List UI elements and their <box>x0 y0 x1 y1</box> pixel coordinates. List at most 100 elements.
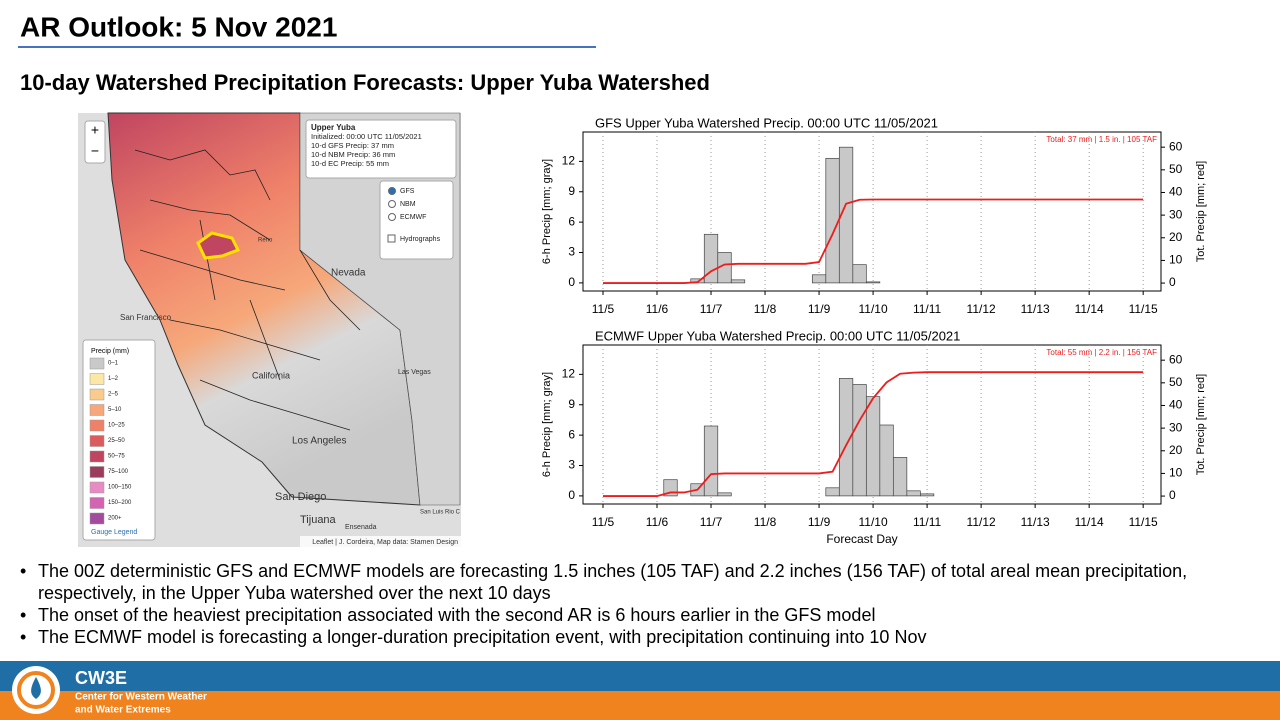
precip-bar <box>892 457 908 497</box>
charts: GFS Upper Yuba Watershed Precip. 00:00 U… <box>541 115 1207 546</box>
model-radio[interactable] <box>388 213 396 221</box>
precip-bar <box>852 264 867 284</box>
y2-tick-label: 30 <box>1169 207 1183 221</box>
precip-bar <box>865 281 881 284</box>
y-tick-label: 12 <box>562 154 576 168</box>
y2-tick-label: 40 <box>1169 398 1183 412</box>
model-label: NBM <box>400 201 416 208</box>
x-tick-label: 11/15 <box>1129 515 1158 529</box>
precip-bar <box>906 490 921 497</box>
legend-swatch <box>89 373 105 385</box>
place-label: California <box>252 370 290 380</box>
legend-title: Precip (mm) <box>91 348 129 355</box>
x-tick-label: 11/15 <box>1129 302 1158 316</box>
precip-bar <box>919 493 935 497</box>
legend-label: 100–150 <box>108 485 132 491</box>
legend-swatch <box>89 419 105 432</box>
bullet: The 00Z deterministic GFS and ECMWF mode… <box>18 560 1268 604</box>
place-label: Tijuana <box>300 514 337 526</box>
legend-swatch <box>89 497 105 509</box>
zoom-control[interactable] <box>84 120 106 164</box>
y-tick-label: 3 <box>568 245 575 259</box>
popup-box <box>305 119 457 179</box>
place-label: San Diego <box>275 491 326 503</box>
org-name-1: Center for Western Weather <box>75 692 207 703</box>
place-label: San Francisco <box>120 313 172 322</box>
y2-tick-label: 20 <box>1169 443 1183 457</box>
footer-band-orange <box>0 691 1280 720</box>
legend-swatch <box>89 435 105 447</box>
logo-drop <box>31 677 41 699</box>
legend-swatch <box>89 466 105 478</box>
model-radio[interactable] <box>388 200 396 208</box>
bullet: The onset of the heaviest precipitation … <box>18 604 1268 626</box>
chart-annotation: Total: 55 mm | 2.2 in. | 156 TAF <box>1046 348 1157 357</box>
popup-line: 10-d NBM Precip: 36 mm <box>311 150 395 159</box>
legend-label: 0–1 <box>108 361 119 367</box>
place-label: Los Angeles <box>292 436 347 447</box>
y-tick-label: 6 <box>568 214 575 228</box>
legend-label: 200+ <box>108 516 122 522</box>
place-label: Reno <box>258 238 273 244</box>
y-tick-label: 9 <box>568 397 575 411</box>
precip-bar <box>852 384 867 497</box>
y2-tick-label: 50 <box>1169 162 1183 176</box>
x-tick-label: 11/10 <box>859 515 888 529</box>
x-tick-label: 11/10 <box>859 302 888 316</box>
precip-bar <box>717 492 732 497</box>
precip-bar <box>825 157 840 284</box>
precip-bar <box>703 425 719 497</box>
logo-text: CW3E <box>75 668 127 688</box>
model-label: ECMWF <box>400 214 426 221</box>
precip-bar <box>879 424 894 497</box>
y-tick-label: 12 <box>562 367 576 381</box>
x-tick-label: 11/9 <box>808 515 831 529</box>
legend-link[interactable]: Gauge Legend <box>91 529 137 536</box>
watershed-boundaries <box>134 149 361 431</box>
precip-bar <box>865 396 881 497</box>
total-precip-line <box>602 198 1144 284</box>
popup-line: Upper Yuba <box>311 123 356 132</box>
x-tick-label: 11/12 <box>967 302 996 316</box>
legend-swatch <box>89 481 105 494</box>
zoom-out[interactable]: − <box>91 143 99 159</box>
legend-swatch <box>89 404 105 416</box>
legend-swatch <box>89 388 105 401</box>
y2-tick-label: 10 <box>1169 253 1183 267</box>
bullet: The ECMWF model is forecasting a longer-… <box>18 626 1268 648</box>
x-tick-label: 11/13 <box>1021 302 1050 316</box>
legend-label: 2–5 <box>108 392 119 398</box>
y2-tick-label: 30 <box>1169 420 1183 434</box>
y-tick-label: 9 <box>568 184 575 198</box>
upper-yuba-highlight <box>196 231 241 260</box>
precip-bar <box>825 487 840 497</box>
plot-frame <box>582 131 1162 292</box>
y2-axis-label: Tot. Precip [mm; red] <box>1195 161 1207 262</box>
x-tick-label: 11/5 <box>592 515 615 529</box>
chart-annotation: Total: 37 mm | 1.5 in. | 105 TAF <box>1046 135 1157 144</box>
legend-label: 25–50 <box>108 438 125 444</box>
zoom-in[interactable]: + <box>91 122 99 138</box>
x-tick-label: 11/5 <box>592 302 615 316</box>
y2-tick-label: 40 <box>1169 185 1183 199</box>
place-label: Nevada <box>331 268 366 279</box>
legend-label: 50–75 <box>108 454 125 460</box>
x-tick-label: 11/12 <box>967 515 996 529</box>
attribution: Leaflet | J. Cordeira, Map data: Stamen … <box>312 539 458 546</box>
model-radio[interactable] <box>388 187 396 195</box>
x-tick-label: 11/11 <box>913 515 942 529</box>
precip-bar <box>838 146 854 284</box>
x-tick-label: 11/9 <box>808 302 831 316</box>
legend-swatch <box>89 357 105 370</box>
hydrograph-label: Hydrographs <box>400 236 441 243</box>
y2-tick-label: 0 <box>1169 488 1176 502</box>
x-tick-label: 11/6 <box>646 302 669 316</box>
x-tick-label: 11/13 <box>1021 515 1050 529</box>
legend-label: 75–100 <box>108 469 129 475</box>
x-tick-label: 11/14 <box>1075 302 1104 316</box>
x-tick-label: 11/7 <box>700 515 723 529</box>
x-tick-label: 11/7 <box>700 302 723 316</box>
y-tick-label: 3 <box>568 458 575 472</box>
y-tick-label: 0 <box>568 488 575 502</box>
